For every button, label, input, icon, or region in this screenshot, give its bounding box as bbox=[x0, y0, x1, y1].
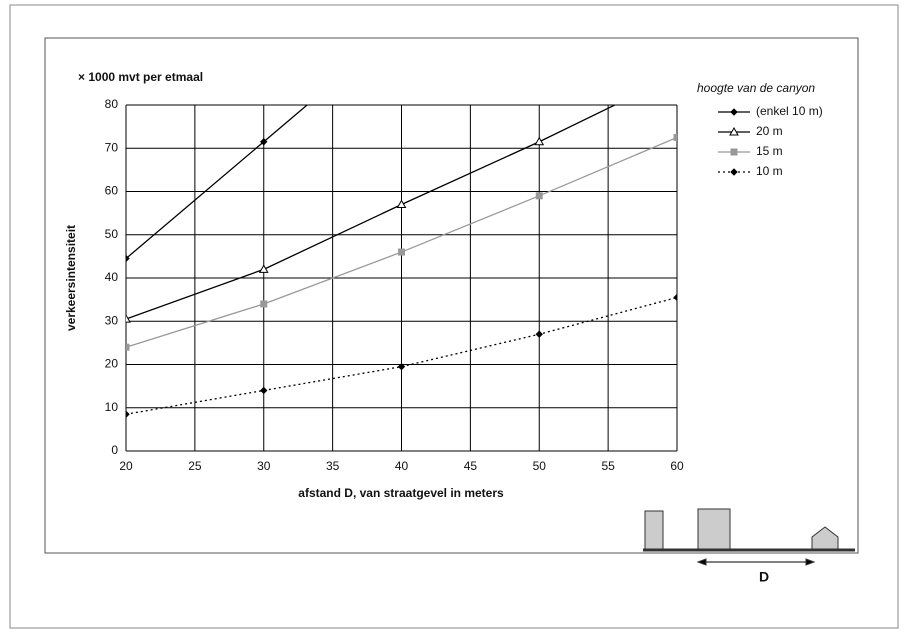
marker bbox=[536, 331, 542, 337]
x-tick-label: 40 bbox=[395, 459, 409, 473]
marker bbox=[674, 294, 680, 300]
y-axis-label: verkeersintensiteit bbox=[64, 225, 78, 331]
x-tick-label: 20 bbox=[119, 459, 133, 473]
building bbox=[645, 511, 663, 549]
y-tick-label: 80 bbox=[105, 97, 119, 111]
marker bbox=[399, 22, 405, 28]
x-tick-label: 50 bbox=[533, 459, 547, 473]
outer-frame bbox=[10, 5, 898, 628]
distance-label: D bbox=[759, 569, 769, 585]
chart: × 1000 mvt per etmaal verkeersintensitei… bbox=[0, 0, 904, 634]
illustration bbox=[643, 509, 855, 565]
building bbox=[698, 509, 730, 549]
marker bbox=[123, 344, 129, 350]
y-tick-label: 10 bbox=[105, 400, 119, 414]
marker bbox=[673, 71, 681, 78]
legend-marker bbox=[731, 169, 737, 175]
y-tick-label: 30 bbox=[105, 313, 119, 327]
chart-frame bbox=[45, 38, 858, 553]
legend-label: 10 m bbox=[756, 164, 783, 178]
house bbox=[812, 527, 838, 549]
x-tick-label: 55 bbox=[601, 459, 615, 473]
arrow-head bbox=[806, 559, 814, 565]
x-axis-label: afstand D, van straatgevel in meters bbox=[298, 486, 504, 500]
marker bbox=[536, 193, 542, 199]
page: {"chart_data": {"type": "line", "annotat… bbox=[0, 0, 904, 634]
legend-label: (enkel 10 m) bbox=[756, 104, 823, 118]
marker bbox=[535, 138, 543, 145]
legend-marker bbox=[731, 149, 737, 155]
legend-title: hoogte van de canyon bbox=[697, 81, 815, 95]
marker bbox=[399, 249, 405, 255]
marker bbox=[261, 387, 267, 393]
y-tick-label: 20 bbox=[105, 357, 119, 371]
x-tick-label: 35 bbox=[326, 459, 340, 473]
x-tick-label: 60 bbox=[670, 459, 684, 473]
x-tick-label: 45 bbox=[464, 459, 478, 473]
unit-annotation: × 1000 mvt per etmaal bbox=[78, 70, 203, 84]
marker bbox=[260, 265, 268, 272]
y-tick-label: 0 bbox=[111, 443, 118, 457]
marker bbox=[674, 134, 680, 140]
y-tick-label: 70 bbox=[105, 140, 119, 154]
legend-label: 20 m bbox=[756, 124, 783, 138]
y-tick-label: 40 bbox=[105, 270, 119, 284]
x-tick-label: 25 bbox=[188, 459, 202, 473]
marker bbox=[398, 200, 406, 207]
legend-label: 15 m bbox=[756, 144, 783, 158]
legend-marker bbox=[731, 109, 737, 115]
x-tick-label: 30 bbox=[257, 459, 271, 473]
marker bbox=[261, 301, 267, 307]
arrow-head bbox=[698, 559, 706, 565]
y-tick-label: 50 bbox=[105, 227, 119, 241]
marker bbox=[123, 411, 129, 417]
y-tick-label: 60 bbox=[105, 184, 119, 198]
